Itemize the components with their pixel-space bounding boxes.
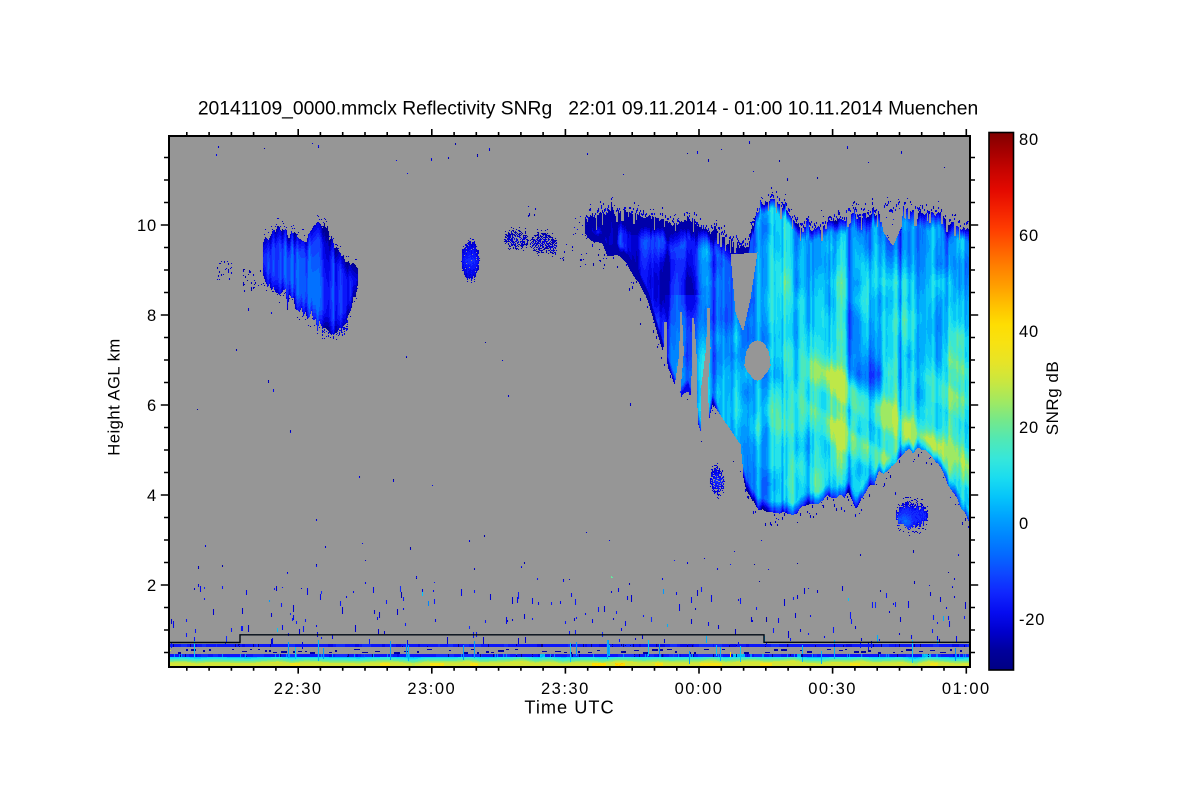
- svg-text:23:00: 23:00: [407, 680, 456, 698]
- svg-text:01:00: 01:00: [942, 680, 991, 698]
- svg-text:10: 10: [137, 217, 157, 235]
- svg-text:22:30: 22:30: [274, 680, 323, 698]
- svg-text:4: 4: [147, 487, 157, 505]
- svg-text:SNRg dB: SNRg dB: [1043, 361, 1062, 435]
- svg-text:-20: -20: [1019, 611, 1045, 629]
- svg-text:Height AGL km: Height AGL km: [105, 338, 124, 455]
- svg-text:60: 60: [1019, 227, 1039, 245]
- svg-text:20: 20: [1019, 419, 1039, 437]
- svg-text:23:30: 23:30: [541, 680, 590, 698]
- svg-text:8: 8: [147, 307, 157, 325]
- svg-text:20141109_0000.mmclx Reflectivi: 20141109_0000.mmclx Reflectivity SNRg 22…: [198, 99, 978, 120]
- svg-text:6: 6: [147, 397, 157, 415]
- svg-text:00:30: 00:30: [808, 680, 857, 698]
- svg-text:00:00: 00:00: [675, 680, 724, 698]
- svg-text:80: 80: [1019, 131, 1039, 149]
- svg-text:0: 0: [1019, 515, 1029, 533]
- svg-text:Time UTC: Time UTC: [524, 698, 614, 718]
- svg-text:2: 2: [147, 577, 157, 595]
- svg-text:40: 40: [1019, 323, 1039, 341]
